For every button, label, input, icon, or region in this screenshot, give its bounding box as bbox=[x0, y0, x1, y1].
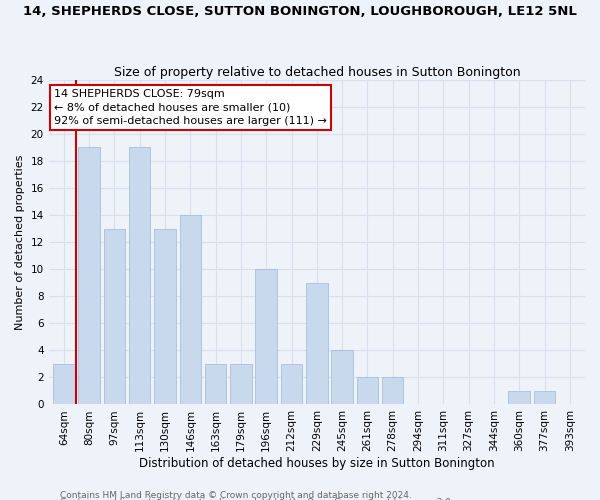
X-axis label: Distribution of detached houses by size in Sutton Bonington: Distribution of detached houses by size … bbox=[139, 457, 494, 470]
Title: Size of property relative to detached houses in Sutton Bonington: Size of property relative to detached ho… bbox=[113, 66, 520, 78]
Bar bbox=[534, 391, 555, 404]
Bar bbox=[129, 148, 151, 404]
Bar bbox=[331, 350, 353, 405]
Bar bbox=[104, 228, 125, 404]
Text: Contains HM Land Registry data © Crown copyright and database right 2024.: Contains HM Land Registry data © Crown c… bbox=[60, 490, 412, 500]
Bar bbox=[179, 215, 201, 404]
Bar bbox=[306, 282, 328, 405]
Bar bbox=[382, 378, 403, 404]
Text: 14, SHEPHERDS CLOSE, SUTTON BONINGTON, LOUGHBOROUGH, LE12 5NL: 14, SHEPHERDS CLOSE, SUTTON BONINGTON, L… bbox=[23, 5, 577, 18]
Text: 14 SHEPHERDS CLOSE: 79sqm
← 8% of detached houses are smaller (10)
92% of semi-d: 14 SHEPHERDS CLOSE: 79sqm ← 8% of detach… bbox=[54, 90, 327, 126]
Bar bbox=[205, 364, 226, 405]
Bar bbox=[281, 364, 302, 405]
Bar bbox=[256, 269, 277, 404]
Bar bbox=[356, 378, 378, 404]
Text: Contains public sector information licensed under the Open Government Licence v3: Contains public sector information licen… bbox=[60, 498, 454, 500]
Bar bbox=[79, 148, 100, 404]
Bar bbox=[53, 364, 74, 405]
Y-axis label: Number of detached properties: Number of detached properties bbox=[15, 154, 25, 330]
Bar bbox=[154, 228, 176, 404]
Bar bbox=[230, 364, 251, 405]
Bar bbox=[508, 391, 530, 404]
